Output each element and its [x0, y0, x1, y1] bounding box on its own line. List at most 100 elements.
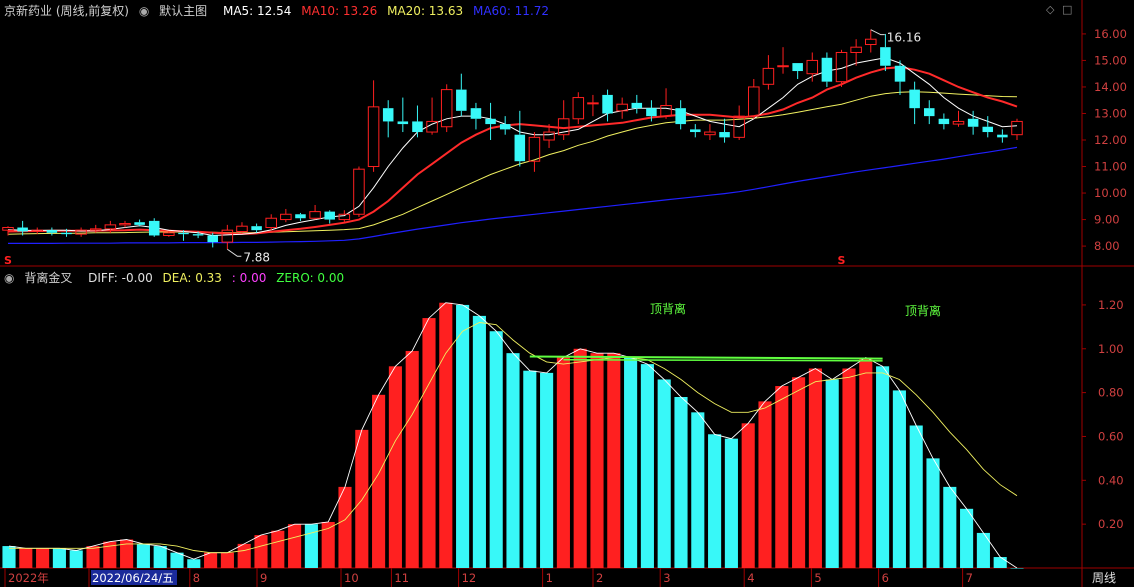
candle[interactable] [602, 89, 613, 122]
candle[interactable] [295, 212, 306, 221]
candle[interactable] [456, 73, 467, 117]
diff-bar[interactable] [405, 350, 419, 568]
diff-bar[interactable] [271, 530, 285, 568]
diff-bar[interactable] [842, 368, 856, 569]
candle[interactable] [397, 97, 409, 133]
candle[interactable] [485, 102, 496, 140]
diff-bar[interactable] [741, 423, 755, 568]
candle[interactable] [704, 124, 716, 140]
diff-bar[interactable] [1010, 568, 1024, 569]
candle[interactable] [309, 204, 321, 220]
candle[interactable] [572, 92, 585, 125]
candle[interactable] [631, 94, 643, 114]
diff-bar[interactable] [758, 401, 772, 568]
diff-bar[interactable] [321, 521, 335, 568]
diff-bar[interactable] [187, 559, 201, 568]
square-icon[interactable]: □ [1061, 3, 1073, 16]
diff-bar[interactable] [657, 379, 671, 568]
diff-bar[interactable] [153, 546, 167, 568]
diff-bar[interactable] [2, 546, 16, 568]
candle[interactable] [2, 226, 14, 236]
candle[interactable] [967, 110, 979, 135]
diff-bar[interactable] [52, 548, 66, 568]
candle[interactable] [75, 227, 87, 237]
price-panel[interactable]: 16.00 15.00 14.00 13.00 12.00 11.00 10.00 9.00 8… [2, 27, 1127, 267]
candle[interactable] [148, 218, 160, 237]
candle[interactable] [821, 52, 833, 87]
diff-bar[interactable] [220, 552, 234, 568]
main-chart-selector[interactable]: ◉ 默认主图 [139, 4, 217, 18]
diff-bar[interactable] [422, 318, 436, 568]
candle[interactable] [952, 110, 965, 127]
candle[interactable] [616, 97, 628, 119]
diff-bar[interactable] [69, 550, 83, 568]
candle[interactable] [543, 124, 555, 148]
diff-bar[interactable] [540, 372, 554, 568]
diff-bar[interactable] [472, 315, 486, 568]
candle[interactable] [134, 219, 145, 227]
candle[interactable] [426, 97, 438, 135]
diff-bar[interactable] [170, 552, 184, 568]
diff-bar[interactable] [86, 546, 100, 568]
candle[interactable] [880, 33, 891, 72]
candle[interactable] [850, 39, 862, 66]
diff-bar[interactable] [909, 425, 923, 569]
diff-bar[interactable] [960, 508, 974, 568]
candle[interactable] [251, 223, 262, 233]
candle[interactable] [280, 208, 292, 223]
diff-bar[interactable] [204, 552, 218, 568]
diff-bar[interactable] [876, 366, 890, 568]
diff-bar[interactable] [607, 353, 621, 568]
candle[interactable] [89, 224, 102, 233]
diff-bar[interactable] [439, 302, 453, 568]
candle[interactable] [367, 80, 380, 172]
diff-bar[interactable] [136, 543, 150, 568]
diff-bar[interactable] [724, 438, 738, 568]
candle[interactable] [894, 60, 906, 95]
candle[interactable] [382, 100, 394, 138]
diff-bar[interactable] [288, 524, 302, 568]
diff-bar[interactable] [892, 390, 906, 568]
candle[interactable] [163, 231, 175, 237]
diff-bar[interactable] [523, 370, 537, 568]
diff-bar[interactable] [372, 394, 386, 568]
candle[interactable] [61, 228, 72, 237]
diff-bar[interactable] [926, 458, 940, 568]
diff-bar[interactable] [573, 348, 587, 568]
diff-bar[interactable] [993, 557, 1007, 568]
diff-bar[interactable] [388, 366, 402, 568]
candle[interactable] [792, 63, 803, 79]
diff-bar[interactable] [338, 486, 352, 568]
diff-bar[interactable] [859, 357, 873, 568]
candle[interactable] [265, 214, 277, 231]
candle[interactable] [923, 100, 935, 125]
candle[interactable] [178, 230, 189, 241]
candle[interactable] [119, 220, 131, 228]
candle[interactable] [31, 227, 44, 235]
candle[interactable] [762, 55, 775, 90]
diff-bar[interactable] [792, 377, 806, 568]
candle[interactable] [690, 124, 701, 138]
indicator-selector[interactable]: ◉ 背离金叉 [4, 271, 82, 285]
candle[interactable] [207, 232, 218, 248]
candle[interactable] [104, 220, 117, 233]
diamond-icon[interactable]: ◇ [1046, 3, 1055, 16]
diff-bar[interactable] [825, 379, 839, 568]
diff-bar[interactable] [775, 386, 789, 568]
diff-bar[interactable] [19, 548, 33, 568]
diff-bar[interactable] [674, 397, 688, 568]
candle[interactable] [806, 52, 819, 82]
candle[interactable] [514, 110, 526, 167]
diff-bar[interactable] [304, 524, 318, 568]
candle[interactable] [719, 118, 730, 143]
candle[interactable] [192, 231, 204, 239]
diff-bar[interactable] [254, 535, 268, 568]
diff-bar[interactable] [355, 429, 369, 568]
diff-bar[interactable] [808, 368, 822, 569]
diff-bar[interactable] [590, 353, 604, 568]
candle[interactable] [440, 84, 453, 133]
diff-bar[interactable] [36, 548, 50, 568]
diff-bar[interactable] [489, 331, 503, 568]
candle[interactable] [17, 220, 28, 236]
